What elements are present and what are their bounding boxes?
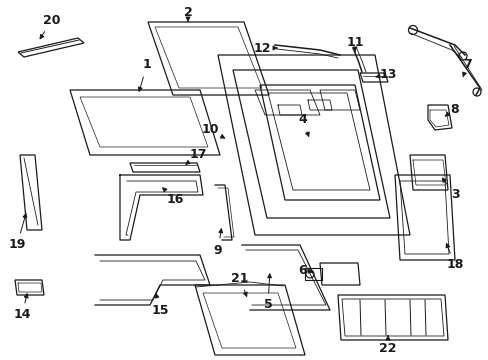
Text: 4: 4 bbox=[298, 113, 308, 136]
Text: 21: 21 bbox=[231, 271, 248, 296]
Text: 3: 3 bbox=[442, 178, 458, 202]
Text: 19: 19 bbox=[8, 214, 27, 252]
Text: 18: 18 bbox=[445, 244, 463, 271]
Text: 13: 13 bbox=[375, 68, 396, 81]
Text: 2: 2 bbox=[183, 5, 192, 21]
Text: 9: 9 bbox=[213, 229, 222, 256]
Text: 8: 8 bbox=[444, 104, 458, 117]
Text: 20: 20 bbox=[40, 13, 61, 39]
Text: 15: 15 bbox=[151, 294, 168, 316]
Text: 7: 7 bbox=[462, 58, 470, 77]
Text: 12: 12 bbox=[253, 41, 276, 54]
Text: 6: 6 bbox=[298, 264, 312, 276]
Text: 16: 16 bbox=[163, 188, 183, 207]
Text: 14: 14 bbox=[13, 294, 31, 321]
Text: 10: 10 bbox=[201, 123, 224, 138]
Text: 5: 5 bbox=[263, 274, 272, 311]
Text: 1: 1 bbox=[138, 58, 151, 91]
Text: 11: 11 bbox=[346, 36, 363, 51]
Text: 22: 22 bbox=[379, 336, 396, 355]
Text: 17: 17 bbox=[185, 148, 206, 165]
